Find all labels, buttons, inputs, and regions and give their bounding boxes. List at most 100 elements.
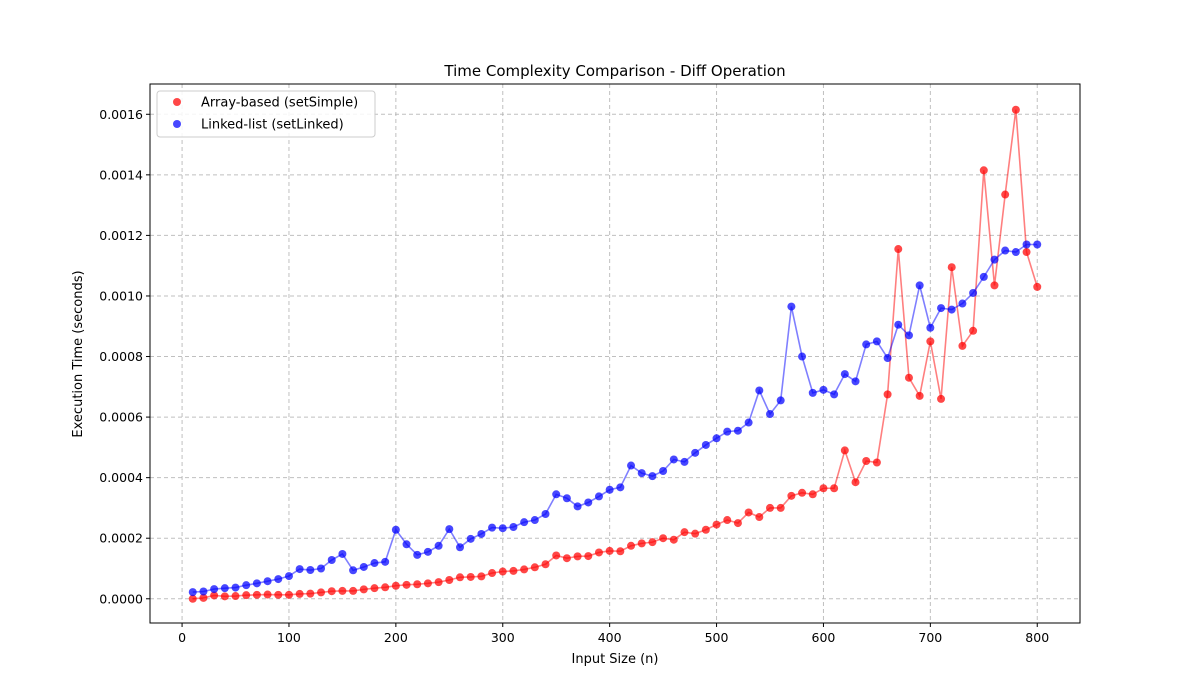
data-point	[990, 281, 999, 290]
data-point	[1001, 246, 1010, 255]
data-point	[188, 594, 197, 603]
data-point	[744, 508, 753, 517]
data-point	[349, 586, 358, 595]
y-tick-label: 0.0008	[99, 349, 143, 364]
legend-label: Array-based (setSimple)	[201, 96, 358, 111]
y-tick-label: 0.0000	[99, 591, 143, 606]
data-point	[317, 588, 326, 597]
data-point	[594, 492, 603, 501]
data-point	[830, 390, 839, 399]
data-point	[819, 484, 828, 493]
data-point	[252, 579, 261, 588]
data-point	[573, 552, 582, 561]
data-point	[915, 281, 924, 290]
data-point	[317, 564, 326, 573]
y-axis-ticks: 0.0000 0.0002 0.0004 0.0006 0.0008 0.0010 0.00…	[99, 107, 150, 606]
data-point	[584, 498, 593, 507]
data-point	[798, 488, 807, 497]
data-point	[691, 529, 700, 538]
data-point	[242, 591, 251, 600]
data-point	[1011, 105, 1020, 114]
data-point	[851, 377, 860, 386]
data-point	[295, 589, 304, 598]
data-point	[776, 396, 785, 405]
data-point	[456, 573, 464, 582]
data-point	[723, 427, 732, 436]
data-point	[210, 591, 219, 600]
data-point	[1033, 282, 1042, 291]
data-point	[381, 583, 390, 592]
data-point	[904, 373, 913, 382]
plot-frame	[149, 83, 1081, 624]
data-point	[391, 525, 400, 534]
data-point	[445, 576, 454, 585]
data-point	[520, 518, 529, 527]
data-point	[391, 581, 400, 590]
data-point	[1001, 190, 1010, 199]
x-tick-label: 200	[384, 630, 408, 645]
x-axis-label: Input Size (n)	[572, 652, 659, 667]
data-point	[798, 352, 807, 361]
data-point	[359, 585, 368, 594]
data-point	[637, 539, 646, 548]
data-point	[787, 491, 796, 500]
data-point	[530, 563, 539, 572]
data-point	[669, 535, 678, 544]
data-point	[894, 245, 903, 254]
x-tick-label: 500	[705, 630, 729, 645]
x-tick-label: 300	[491, 630, 515, 645]
data-point	[274, 590, 283, 599]
x-tick-label: 600	[812, 630, 836, 645]
data-point	[263, 577, 272, 586]
data-point	[627, 461, 636, 470]
data-point	[937, 304, 946, 313]
data-point	[477, 572, 486, 581]
data-point	[947, 305, 956, 314]
data-point	[552, 551, 561, 560]
legend-box	[156, 90, 376, 138]
data-point	[338, 586, 347, 595]
data-point	[220, 584, 229, 593]
data-point	[627, 541, 636, 550]
legend-marker	[173, 120, 181, 128]
data-point	[231, 592, 240, 601]
data-point	[616, 483, 625, 492]
y-axis-label: Execution Time (seconds)	[71, 270, 86, 437]
x-tick-label: 0	[178, 630, 186, 645]
y-tick-label: 0.0006	[99, 410, 143, 425]
data-point	[359, 562, 368, 571]
data-point	[701, 440, 710, 449]
data-point	[915, 391, 924, 400]
data-point	[327, 556, 336, 565]
data-point	[733, 426, 742, 435]
data-point	[584, 552, 593, 561]
data-point	[242, 581, 251, 590]
data-point	[1022, 248, 1031, 257]
data-point	[669, 455, 678, 464]
data-point	[969, 288, 978, 297]
data-point	[616, 547, 625, 556]
data-point	[498, 567, 507, 576]
data-point	[766, 503, 774, 512]
data-point	[680, 457, 689, 466]
data-point	[659, 466, 668, 475]
data-point	[862, 340, 871, 349]
y-tick-label: 0.0010	[99, 288, 143, 303]
data-point	[883, 390, 892, 399]
data-point	[562, 554, 571, 563]
data-point	[413, 580, 422, 589]
data-point	[723, 516, 732, 525]
data-point	[349, 566, 358, 575]
data-point	[1033, 240, 1042, 249]
data-point	[947, 263, 956, 272]
data-point	[370, 584, 379, 593]
data-point	[926, 323, 935, 332]
data-point	[937, 394, 946, 403]
data-point	[979, 166, 988, 175]
data-point	[840, 370, 849, 379]
data-point	[402, 540, 411, 549]
data-point	[958, 341, 967, 350]
x-axis-ticks: 0 100 200 300 400 500 600 700 800	[178, 623, 1049, 645]
data-point	[434, 578, 443, 587]
